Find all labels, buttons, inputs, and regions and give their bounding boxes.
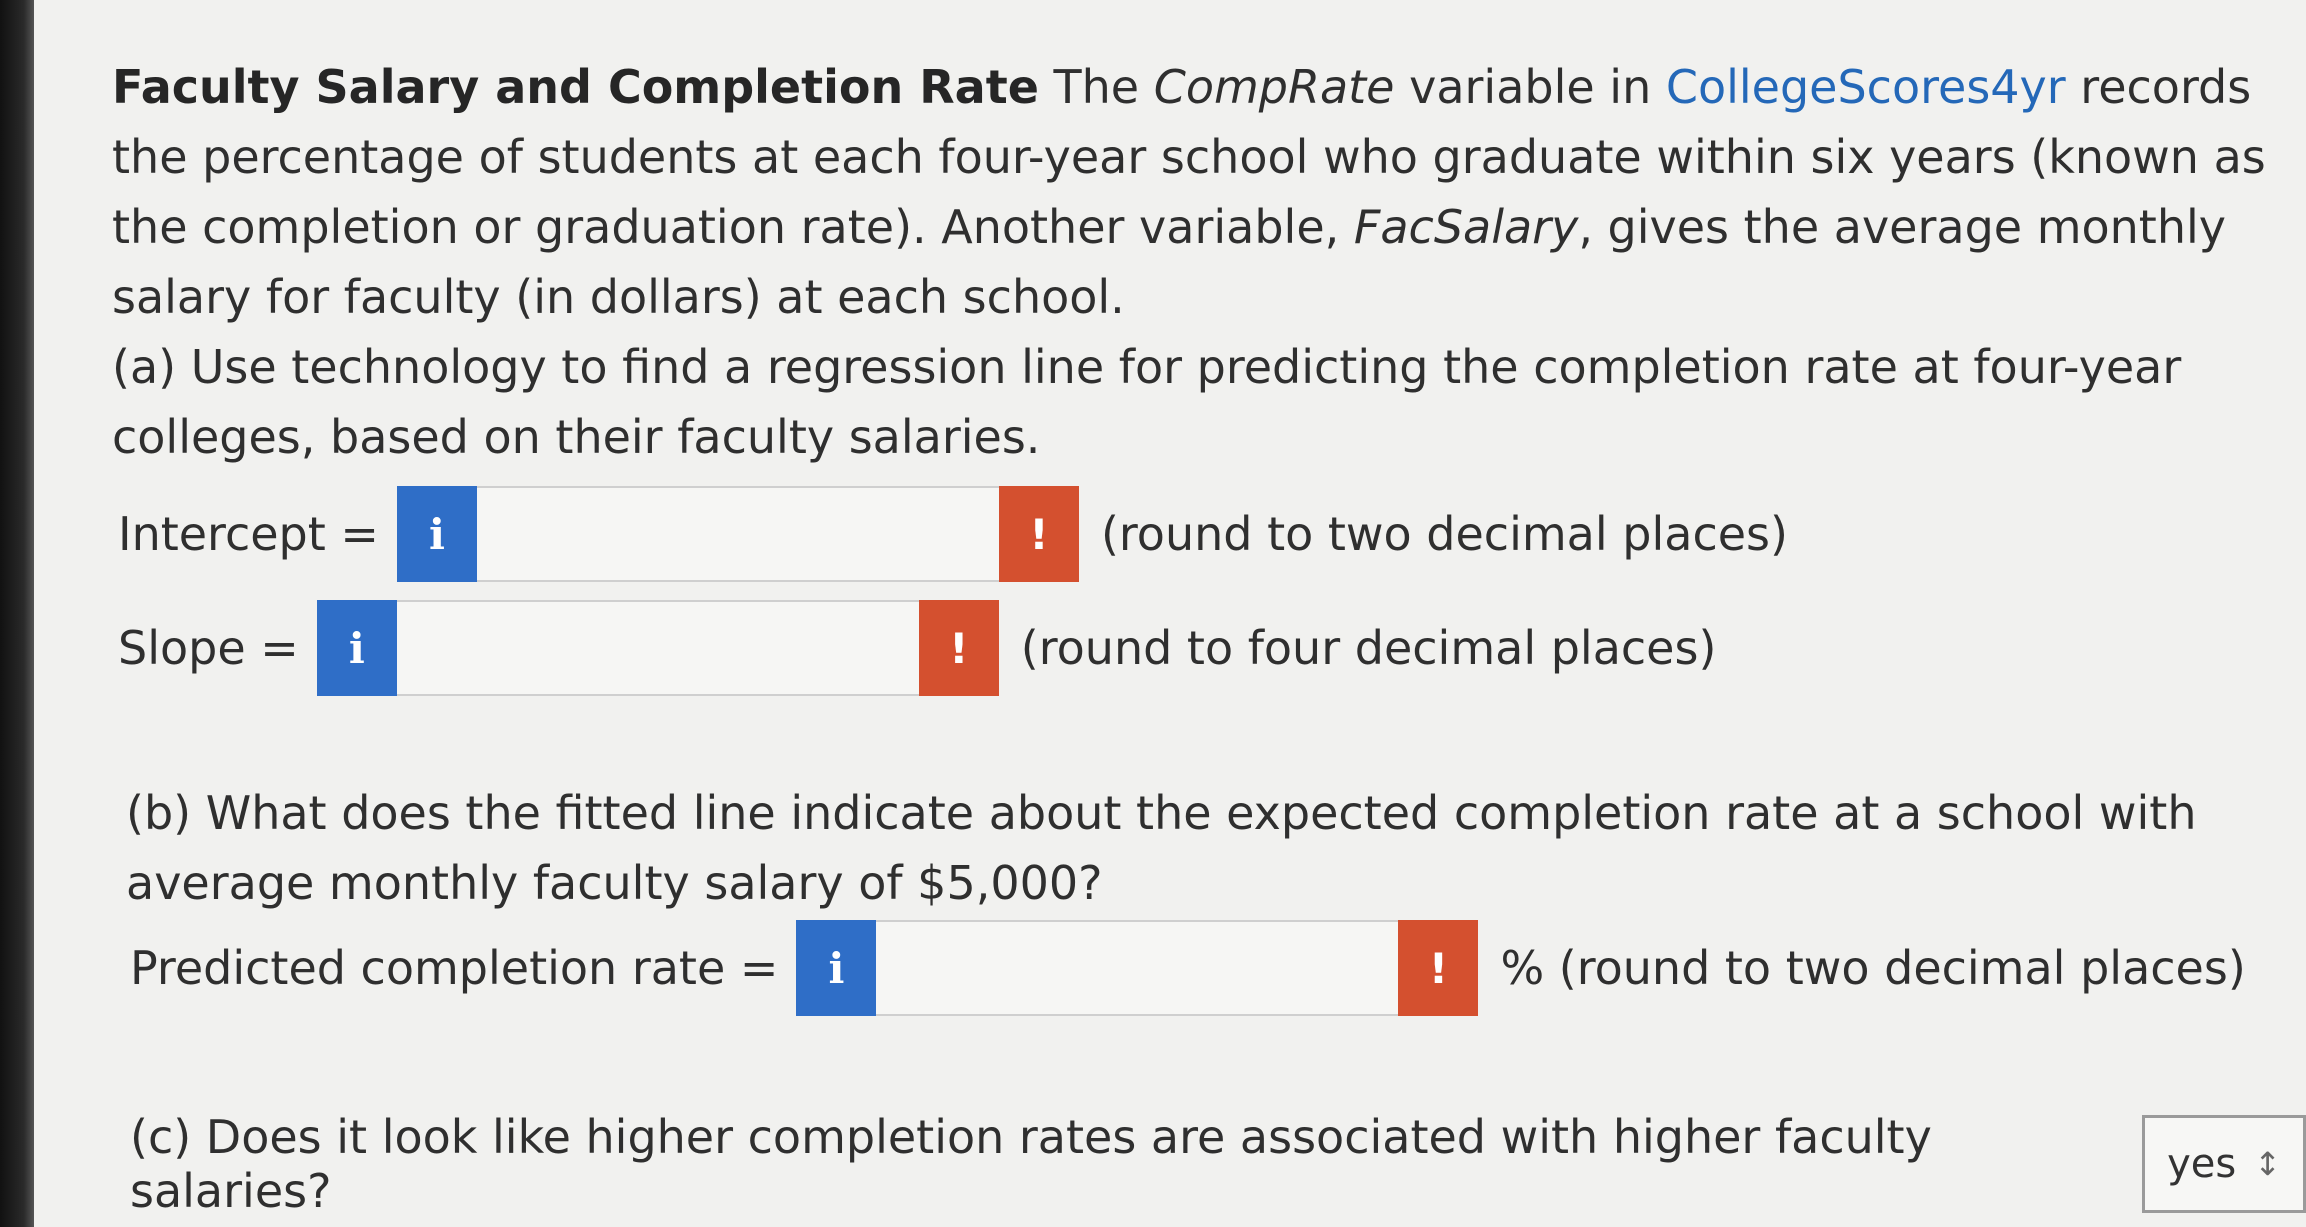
predicted-hint: % (round to two decimal places) [1500,941,2246,995]
intercept-widget: i ! [396,486,1079,582]
intercept-input[interactable] [476,486,999,582]
predicted-widget: i ! [796,920,1479,1016]
slope-input[interactable] [396,600,919,696]
exclamation-icon[interactable]: ! [918,600,999,696]
intercept-row: Intercept = i ! (round to two decimal pl… [118,486,1788,582]
answer-select[interactable]: yes ↕ [2142,1115,2306,1213]
info-icon[interactable]: i [316,600,397,696]
part-a-question: (a) Use technology to find a regression … [112,340,2182,464]
slope-hint: (round to four decimal places) [1020,621,1717,675]
screen-bezel [0,0,34,1227]
predicted-label: Predicted completion rate = [130,941,779,995]
exclamation-icon[interactable]: ! [1398,920,1479,1016]
var-comprate: CompRate [1153,60,1395,114]
var-facsalary: FacSalary [1353,200,1579,254]
part-c-row: (c) Does it look like higher completion … [130,1110,2306,1218]
slope-row: Slope = i ! (round to four decimal place… [118,600,1716,696]
problem-statement: Faculty Salary and Completion Rate The C… [112,60,2266,324]
predicted-input[interactable] [876,920,1399,1016]
part-c-question: (c) Does it look like higher completion … [130,1110,1932,1218]
chevron-updown-icon: ↕ [2254,1145,2281,1183]
info-icon[interactable]: i [396,486,477,582]
part-b-question: (b) What does the fitted line indicate a… [126,786,2197,910]
intercept-hint: (round to two decimal places) [1100,507,1788,561]
slope-label: Slope = [118,621,299,675]
intercept-label: Intercept = [118,507,379,561]
info-icon[interactable]: i [796,920,877,1016]
problem-title: Faculty Salary and Completion Rate [112,60,1039,114]
predicted-row: Predicted completion rate = i ! % (round… [130,920,2246,1016]
exclamation-icon[interactable]: ! [998,486,1079,582]
dataset-link[interactable]: CollegeScores4yr [1665,60,2066,114]
slope-widget: i ! [316,600,999,696]
select-value: yes [2167,1141,2237,1187]
